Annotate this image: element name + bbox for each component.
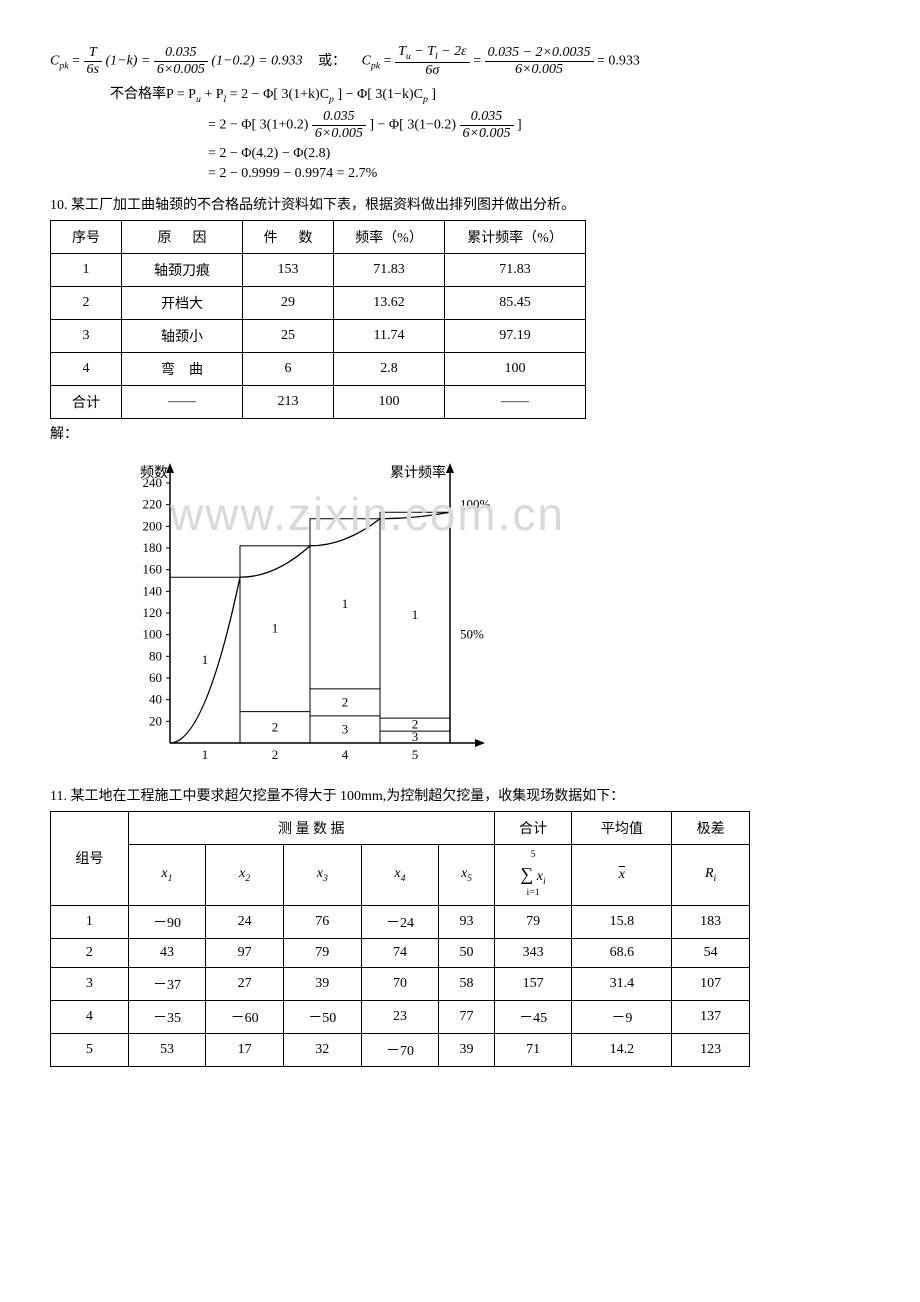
table-header: 累计频率（%） [445, 220, 586, 253]
pareto-container: www.zixin.com.cn 20 40 60 80 100 120 140 160 180… [50, 443, 870, 773]
table-row: 2开档大2913.6285.45 [51, 286, 586, 319]
svg-text:1: 1 [412, 607, 419, 622]
svg-text:1: 1 [272, 620, 279, 635]
table-header: x [572, 844, 672, 905]
formula-line4: = 2 − Φ(4.2) − Φ(2.8) [208, 146, 870, 162]
solution-label: 解： [50, 423, 870, 443]
svg-text:2: 2 [342, 694, 349, 709]
watermark: www.zixin.com.cn [170, 487, 565, 541]
table-header: 序号 [51, 220, 122, 253]
table-header: 组号 [51, 811, 129, 905]
table-row: 1－902476－24937915.8183 [51, 906, 750, 939]
table-header: x3 [283, 844, 361, 905]
formula-line3: = 2 − Φ[ 3(1+0.2) 0.0356×0.005 ] − Φ[ 3(… [208, 109, 870, 142]
table-header: 测 量 数 据 [128, 811, 494, 844]
svg-text:1: 1 [202, 747, 209, 762]
svg-text:180: 180 [143, 540, 163, 555]
table-row: 合计——213100—— [51, 385, 586, 418]
table-row: 2439779745034368.654 [51, 939, 750, 968]
table-header: 极差 [672, 811, 750, 844]
svg-text:40: 40 [149, 691, 162, 706]
table-header: 平均值 [572, 811, 672, 844]
q10-text: 10. 某工厂加工曲轴颈的不合格品统计资料如下表，根据资料做出排列图并做出分析。 [50, 194, 870, 214]
table-row: 3轴颈小2511.7497.19 [51, 319, 586, 352]
svg-text:2: 2 [272, 747, 279, 762]
table-header: x4 [361, 844, 439, 905]
svg-text:5: 5 [412, 747, 419, 762]
table-header: 合计 [494, 811, 572, 844]
table-header: x1 [128, 844, 206, 905]
svg-text:140: 140 [143, 583, 163, 598]
table-header: 件 数 [243, 220, 334, 253]
svg-text:60: 60 [149, 670, 162, 685]
formula-cpk-line1: Cpk = T6s (1−k) = 0.0356×0.005 (1−0.2) =… [50, 44, 870, 79]
svg-text:80: 80 [149, 648, 162, 663]
formula-line5: = 2 − 0.9999 − 0.9974 = 2.7% [208, 166, 870, 182]
svg-text:1: 1 [342, 595, 349, 610]
svg-text:4: 4 [342, 747, 349, 762]
table-header: Ri [672, 844, 750, 905]
table-header: 5∑ xii=1 [494, 844, 572, 905]
table-row: 5531732－70397114.2123 [51, 1034, 750, 1067]
svg-text:20: 20 [149, 713, 162, 728]
svg-text:累计频率: 累计频率 [390, 464, 446, 481]
q11-table: 组号测 量 数 据合计平均值极差 x1x2x3x4x55∑ xii=1xRi1－9… [50, 811, 750, 1067]
table-header: x2 [206, 844, 284, 905]
table-header: 原 因 [122, 220, 243, 253]
table-row: 4－35－60－502377－45－9137 [51, 1001, 750, 1034]
q11-text: 11. 某工地在工程施工中要求超欠挖量不得大于 100mm,为控制超欠挖量，收集… [50, 785, 870, 805]
svg-text:3: 3 [412, 729, 419, 744]
svg-text:220: 220 [143, 496, 163, 511]
svg-text:160: 160 [143, 561, 163, 576]
svg-text:200: 200 [143, 518, 163, 533]
svg-text:100: 100 [143, 626, 163, 641]
svg-text:50%: 50% [460, 626, 484, 641]
q10-table: 序号原 因件 数频率（%）累计频率（%）1轴颈刀痕15371.8371.832开… [50, 220, 586, 419]
svg-text:3: 3 [342, 721, 349, 736]
table-row: 4弯 曲62.8100 [51, 352, 586, 385]
svg-text:120: 120 [143, 605, 163, 620]
table-row: 3－372739705815731.4107 [51, 968, 750, 1001]
table-header: 频率（%） [334, 220, 445, 253]
table-header: x5 [439, 844, 494, 905]
svg-text:1: 1 [202, 652, 209, 667]
formula-p-line: 不合格率P = Pu + Pl = 2 − Φ[ 3(1+k)Cp ] − Φ[… [110, 83, 870, 105]
table-row: 1轴颈刀痕15371.8371.83 [51, 253, 586, 286]
svg-text:频数: 频数 [140, 465, 168, 481]
svg-text:2: 2 [272, 719, 279, 734]
